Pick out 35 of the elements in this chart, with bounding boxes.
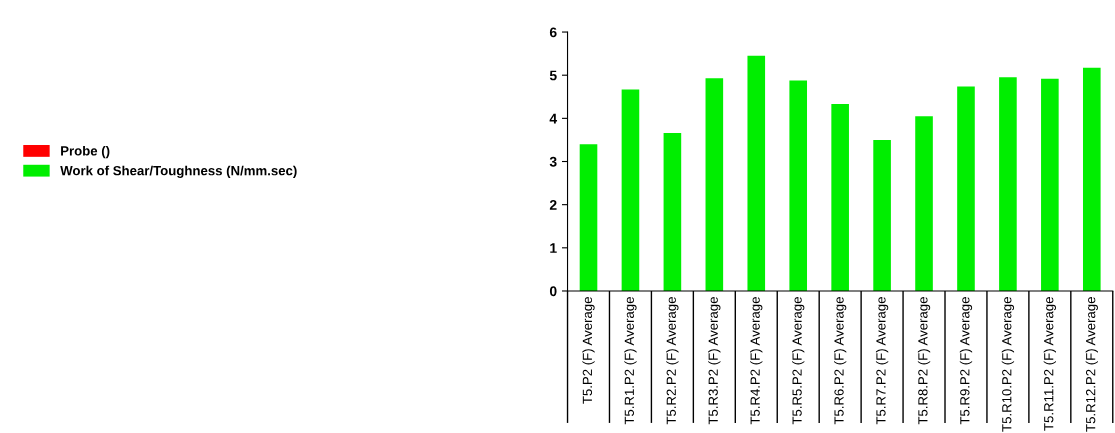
- x-tick-label: T5.R2.P2 (F) Average: [666, 297, 679, 425]
- bar: [705, 78, 724, 291]
- x-tick-label: T5.R8.P2 (F) Average: [917, 297, 931, 425]
- x-tick-label: T5.R6.P2 (F) Average: [834, 297, 847, 425]
- bar: [915, 116, 933, 291]
- legend-label: Probe (): [61, 145, 110, 159]
- y-tick-label: 6: [549, 27, 557, 38]
- x-tick-label: T5.R4.P2 (F) Average: [750, 297, 763, 425]
- y-tick-label: 1: [550, 243, 557, 253]
- bar: [873, 139, 891, 291]
- bar: [957, 86, 975, 291]
- legend-label: Work of Shear/Toughness (N/mm.sec): [60, 165, 297, 178]
- y-tick-label: 4: [549, 113, 558, 124]
- x-tick-label: T5.R3.P2 (F) Average: [708, 297, 721, 425]
- y-tick-label: 3: [549, 156, 557, 167]
- bar: [789, 80, 808, 291]
- bar: [579, 144, 598, 291]
- y-tick-label: 5: [549, 70, 557, 81]
- x-tick-label: T5.P2 (F) Average: [582, 297, 595, 404]
- x-tick-label: T5.R9.P2 (F) Average: [959, 297, 973, 425]
- y-tick-label: 0: [549, 286, 557, 297]
- y-tick-label: 2: [549, 200, 557, 210]
- x-tick-label: T5.R5.P2 (F) Average: [792, 297, 805, 425]
- bar: [1041, 78, 1059, 291]
- x-tick-label: T5.R12.P2 (F) Average: [1085, 297, 1098, 432]
- bar: [999, 77, 1017, 291]
- bar: [1082, 67, 1101, 291]
- x-tick-label: T5.R1.P2 (F) Average: [624, 297, 637, 425]
- x-tick-label: T5.R11.P2 (F) Average: [1043, 297, 1057, 431]
- x-tick-label: T5.R10.P2 (F) Average: [1001, 297, 1015, 432]
- bar: [663, 133, 682, 291]
- bar: [831, 104, 849, 291]
- x-tick-label: T5.R7.P2 (F) Average: [875, 297, 889, 425]
- bar: [747, 55, 766, 291]
- bar: [621, 89, 640, 291]
